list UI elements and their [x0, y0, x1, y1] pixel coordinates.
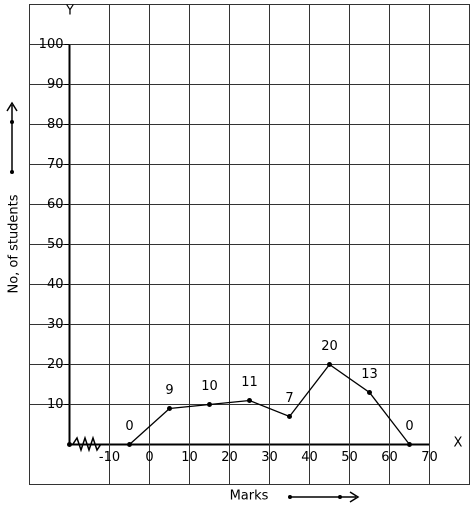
- x-axis-title: Marks: [230, 489, 269, 504]
- y-tick-label: 90: [47, 77, 64, 92]
- x-tick-label: -10: [99, 450, 120, 465]
- line: [129, 363, 411, 445]
- y-arrow: [6, 101, 18, 174]
- x-tick-label: 70: [421, 450, 438, 465]
- y-tick-label: 70: [47, 157, 64, 172]
- data-label: 11: [241, 375, 258, 390]
- origin-dot: [67, 442, 72, 447]
- point: [127, 442, 132, 447]
- x-tick-label: 20: [221, 450, 238, 465]
- point: [287, 414, 292, 419]
- point: [167, 406, 172, 411]
- x-arrow: [288, 491, 360, 503]
- point: [407, 442, 412, 447]
- x-tick-label: 40: [301, 450, 318, 465]
- y-tick-label: 10: [47, 397, 64, 412]
- x-tick-label: 0: [145, 450, 153, 465]
- data-label: 9: [165, 383, 173, 398]
- point: [207, 402, 212, 407]
- y-axis-name: Y: [65, 4, 74, 19]
- x-axis-name: X: [454, 436, 463, 451]
- y-tick-label: 60: [47, 197, 64, 212]
- y-tick-label: 30: [47, 317, 64, 332]
- x-tick-label: 10: [181, 450, 198, 465]
- x-tick-label: 50: [341, 450, 358, 465]
- x-tick-label: 30: [261, 450, 278, 465]
- y-tick-label: 80: [47, 117, 64, 132]
- data-label: 7: [285, 391, 293, 406]
- point: [247, 398, 252, 403]
- data-label: 0: [405, 419, 413, 434]
- y-tick-label: 20: [47, 357, 64, 372]
- y-tick-label: 40: [47, 277, 64, 292]
- y-tick-label: 50: [47, 237, 64, 252]
- point: [367, 390, 372, 395]
- data-label: 0: [125, 419, 133, 434]
- x-tick-label: 60: [381, 450, 398, 465]
- point: [327, 362, 332, 367]
- y-tick-label: 100: [39, 37, 64, 52]
- data-label: 13: [361, 367, 378, 382]
- data-label: 20: [321, 339, 338, 354]
- y-axis-title: No, of students: [7, 194, 22, 293]
- data-label: 10: [201, 379, 218, 394]
